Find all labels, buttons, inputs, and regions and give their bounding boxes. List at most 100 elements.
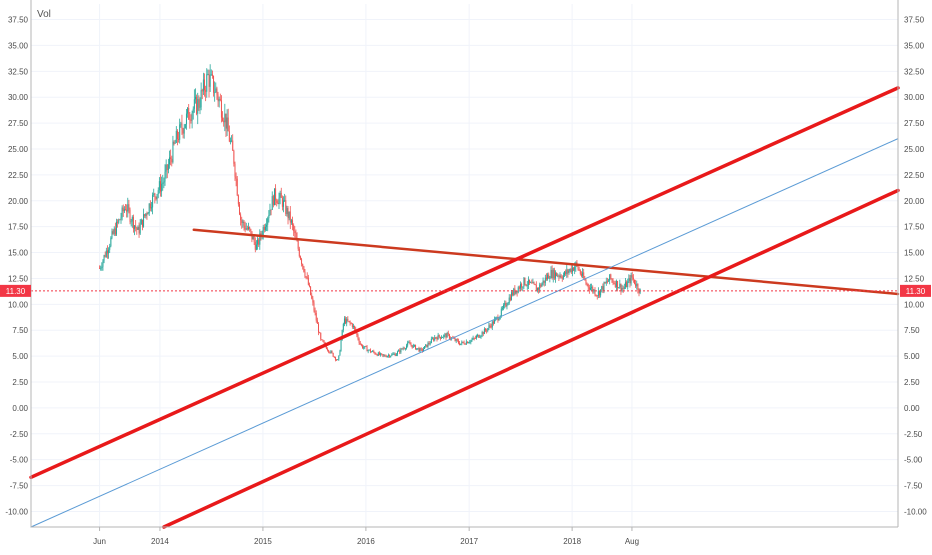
candle-body[interactable]	[589, 287, 591, 290]
candle-body[interactable]	[441, 337, 443, 339]
candle-body[interactable]	[174, 142, 176, 144]
candle-body[interactable]	[524, 277, 526, 285]
candle-body[interactable]	[171, 158, 173, 163]
candle-body[interactable]	[235, 176, 237, 179]
candle-body[interactable]	[500, 308, 502, 316]
candle-body[interactable]	[190, 119, 192, 121]
candle-body[interactable]	[561, 277, 563, 279]
trend-line[interactable]	[29, 86, 900, 480]
candle-body[interactable]	[429, 343, 431, 344]
candle-body[interactable]	[346, 318, 348, 324]
candle-body[interactable]	[442, 337, 444, 338]
candle-body[interactable]	[375, 353, 377, 355]
candle-body[interactable]	[611, 278, 613, 281]
candle-body[interactable]	[461, 341, 463, 344]
candle-body[interactable]	[385, 356, 387, 358]
candle-body[interactable]	[317, 323, 319, 333]
candle-body[interactable]	[279, 192, 281, 198]
candle-body[interactable]	[325, 346, 327, 349]
candle-body[interactable]	[520, 284, 522, 289]
candle-body[interactable]	[631, 275, 633, 278]
candle-body[interactable]	[514, 288, 516, 294]
candle-body[interactable]	[473, 337, 475, 339]
candle-body[interactable]	[172, 141, 174, 163]
candle-body[interactable]	[280, 192, 282, 198]
candle-body[interactable]	[295, 232, 297, 238]
candle-body[interactable]	[632, 277, 634, 280]
candle-body[interactable]	[469, 342, 471, 343]
candle-body[interactable]	[424, 346, 426, 349]
candle-body[interactable]	[427, 343, 429, 348]
candle-body[interactable]	[233, 150, 235, 164]
candle-body[interactable]	[131, 216, 133, 222]
candle-body[interactable]	[485, 328, 487, 331]
candle-body[interactable]	[376, 354, 378, 356]
candle-body[interactable]	[496, 317, 498, 318]
candle-body[interactable]	[603, 282, 605, 291]
candle-body[interactable]	[123, 209, 125, 212]
candle-body[interactable]	[301, 259, 303, 265]
candle-body[interactable]	[338, 355, 340, 360]
candle-body[interactable]	[638, 290, 640, 293]
candle-body[interactable]	[481, 332, 483, 336]
candle-body[interactable]	[276, 200, 278, 203]
candle-body[interactable]	[580, 273, 582, 276]
candle-body[interactable]	[356, 332, 358, 336]
candle-body[interactable]	[241, 220, 243, 224]
candle-body[interactable]	[118, 219, 120, 223]
candle-body[interactable]	[465, 341, 467, 345]
candle-body[interactable]	[491, 321, 493, 328]
candle-body[interactable]	[613, 282, 615, 284]
candle-body[interactable]	[229, 140, 231, 142]
candle-body[interactable]	[409, 342, 411, 345]
candle-body[interactable]	[206, 74, 208, 92]
candle-body[interactable]	[445, 334, 447, 338]
candle-body[interactable]	[515, 290, 517, 294]
candle-body[interactable]	[175, 130, 177, 143]
candle-body[interactable]	[489, 325, 491, 327]
candle-body[interactable]	[149, 203, 151, 209]
candle-body[interactable]	[454, 338, 456, 341]
candle-body[interactable]	[167, 164, 169, 171]
candle-body[interactable]	[236, 178, 238, 196]
candle-body[interactable]	[486, 330, 488, 332]
candle-body[interactable]	[601, 286, 603, 290]
candle-body[interactable]	[380, 353, 382, 355]
candle-body[interactable]	[242, 221, 244, 224]
candle-body[interactable]	[367, 350, 369, 352]
candle-body[interactable]	[615, 281, 617, 287]
candle-body[interactable]	[391, 354, 393, 356]
candle-body[interactable]	[381, 353, 383, 355]
candle-body[interactable]	[341, 330, 343, 341]
candle-body[interactable]	[180, 123, 182, 125]
candle-body[interactable]	[526, 285, 528, 286]
candle-body[interactable]	[624, 282, 626, 288]
candle-body[interactable]	[383, 355, 385, 357]
candle-body[interactable]	[428, 343, 430, 344]
candle-body[interactable]	[343, 318, 345, 324]
candle-body[interactable]	[410, 344, 412, 346]
candle-body[interactable]	[145, 213, 147, 217]
candle-body[interactable]	[402, 348, 404, 350]
candle-body[interactable]	[332, 352, 334, 357]
candle-body[interactable]	[398, 350, 400, 352]
candle-body[interactable]	[535, 285, 537, 291]
candle-body[interactable]	[436, 337, 438, 340]
candle-body[interactable]	[393, 353, 395, 355]
candle-body[interactable]	[184, 124, 186, 129]
candle-body[interactable]	[157, 190, 159, 195]
candle-body[interactable]	[127, 204, 129, 212]
candle-body[interactable]	[628, 278, 630, 282]
candle-body[interactable]	[162, 182, 164, 184]
candle-body[interactable]	[622, 288, 624, 289]
candle-body[interactable]	[193, 99, 195, 109]
candle-body[interactable]	[566, 269, 568, 275]
candle-body[interactable]	[592, 286, 594, 292]
candle-body[interactable]	[111, 231, 113, 238]
candle-body[interactable]	[158, 181, 160, 191]
candle-body[interactable]	[297, 240, 299, 249]
candle-body[interactable]	[527, 279, 529, 286]
candle-body[interactable]	[310, 286, 312, 295]
candle-body[interactable]	[487, 328, 489, 332]
candle-body[interactable]	[290, 220, 292, 223]
